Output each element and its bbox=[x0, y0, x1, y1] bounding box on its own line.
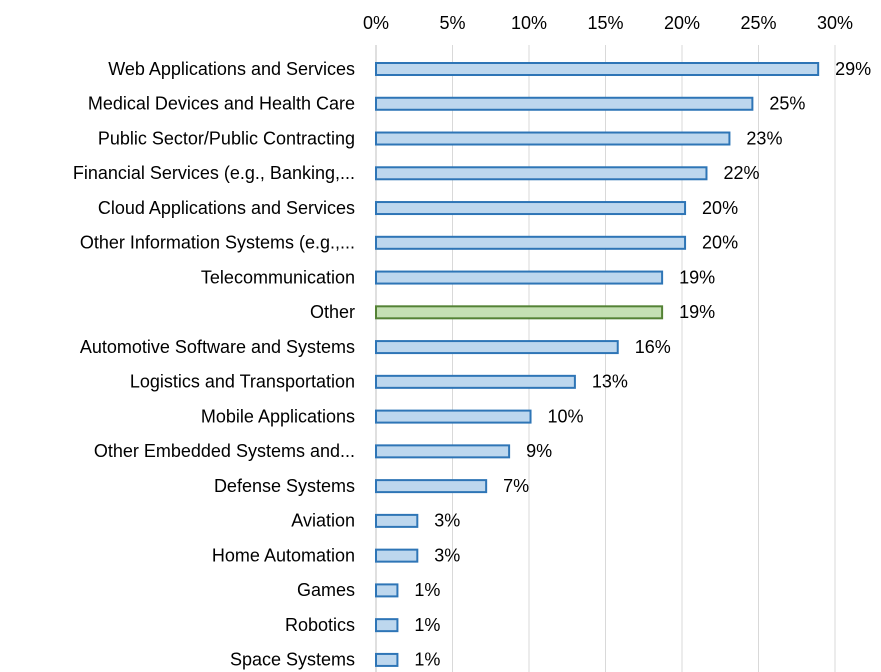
y-tick-label: Logistics and Transportation bbox=[130, 372, 355, 392]
y-tick-label: Financial Services (e.g., Banking,... bbox=[73, 163, 355, 183]
bar bbox=[375, 235, 687, 250]
y-tick-label: Automotive Software and Systems bbox=[80, 337, 355, 357]
bar bbox=[375, 618, 399, 633]
y-tick-label: Public Sector/Public Contracting bbox=[98, 128, 355, 148]
x-tick-label: 10% bbox=[511, 13, 547, 33]
y-tick-label: Telecommunication bbox=[201, 267, 355, 287]
value-label: 1% bbox=[414, 580, 440, 600]
value-label: 19% bbox=[679, 267, 715, 287]
bar bbox=[375, 96, 754, 111]
y-tick-label: Web Applications and Services bbox=[108, 59, 355, 79]
y-tick-label: Other Embedded Systems and... bbox=[94, 441, 355, 461]
bar bbox=[375, 444, 511, 459]
y-tick-label: Medical Devices and Health Care bbox=[88, 94, 355, 114]
value-label: 1% bbox=[414, 650, 440, 670]
value-label: 22% bbox=[723, 163, 759, 183]
x-tick-label: 30% bbox=[817, 13, 853, 33]
value-label: 9% bbox=[526, 441, 552, 461]
value-label: 7% bbox=[503, 476, 529, 496]
value-label: 19% bbox=[679, 302, 715, 322]
x-tick-label: 25% bbox=[740, 13, 776, 33]
bar bbox=[375, 374, 576, 389]
bar bbox=[375, 583, 399, 598]
bar bbox=[375, 409, 532, 424]
bar bbox=[375, 166, 708, 181]
y-tick-label: Home Automation bbox=[212, 545, 355, 565]
value-label: 25% bbox=[769, 94, 805, 114]
y-tick-label: Robotics bbox=[285, 615, 355, 635]
value-label: 10% bbox=[548, 406, 584, 426]
value-label: 29% bbox=[835, 59, 871, 79]
value-label: 20% bbox=[702, 233, 738, 253]
bar bbox=[375, 305, 664, 320]
y-tick-label: Mobile Applications bbox=[201, 406, 355, 426]
x-tick-label: 5% bbox=[439, 13, 465, 33]
value-label: 3% bbox=[434, 511, 460, 531]
bar bbox=[375, 340, 619, 355]
y-tick-label: Aviation bbox=[291, 511, 355, 531]
bar bbox=[375, 131, 731, 146]
bar bbox=[375, 62, 820, 76]
x-tick-label: 20% bbox=[664, 13, 700, 33]
value-label: 23% bbox=[746, 128, 782, 148]
y-tick-label: Cloud Applications and Services bbox=[98, 198, 355, 218]
value-label: 16% bbox=[635, 337, 671, 357]
bar bbox=[375, 201, 687, 216]
value-label: 13% bbox=[592, 372, 628, 392]
y-tick-label: Games bbox=[297, 580, 355, 600]
bar bbox=[375, 270, 664, 285]
y-tick-label: Other Information Systems (e.g.,... bbox=[80, 233, 355, 253]
y-tick-label: Defense Systems bbox=[214, 476, 355, 496]
y-tick-label: Space Systems bbox=[230, 650, 355, 670]
bar bbox=[375, 652, 399, 667]
bar bbox=[375, 513, 419, 528]
bar bbox=[375, 479, 488, 494]
value-label: 20% bbox=[702, 198, 738, 218]
y-tick-label: Other bbox=[310, 302, 355, 322]
value-label: 1% bbox=[414, 615, 440, 635]
x-tick-label: 0% bbox=[363, 13, 389, 33]
x-tick-label: 15% bbox=[587, 13, 623, 33]
bar bbox=[375, 548, 419, 563]
value-label: 3% bbox=[434, 545, 460, 565]
